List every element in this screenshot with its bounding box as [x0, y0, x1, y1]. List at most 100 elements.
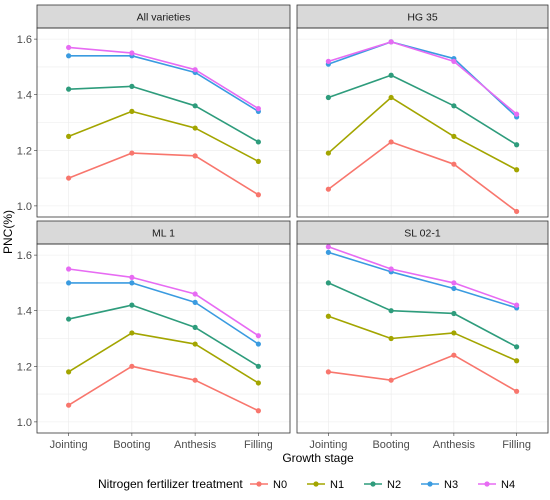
- data-point-n0: [325, 369, 331, 375]
- data-point-n0: [325, 186, 331, 192]
- data-point-n3: [192, 299, 198, 305]
- series-line-n1: [328, 315, 517, 362]
- data-point-n3: [129, 280, 135, 286]
- legend-key-point: [370, 481, 376, 487]
- data-point-n4: [451, 58, 457, 64]
- data-point-n3: [325, 249, 331, 255]
- legend-item-n2: N2: [364, 479, 401, 491]
- data-point-n3: [255, 341, 261, 347]
- data-point-n2: [388, 72, 394, 78]
- data-point-n0: [255, 192, 261, 198]
- legend-items: N0 N1 N2 N3 N4: [250, 479, 515, 491]
- data-point-n2: [514, 344, 520, 350]
- series-line-n2: [328, 74, 518, 146]
- data-point-n2: [192, 324, 198, 330]
- y-tick-label: 1.4: [17, 90, 32, 102]
- series-line-n1: [68, 110, 259, 163]
- panel-border: [296, 27, 549, 218]
- data-point-n2: [66, 316, 72, 322]
- y-axis-title: PNC(%): [1, 210, 15, 254]
- legend-label: N2: [387, 479, 401, 491]
- data-point-n2: [388, 308, 394, 314]
- data-point-n1: [129, 108, 135, 114]
- panel-title: SL 02-1: [404, 228, 441, 240]
- data-point-n1: [388, 335, 394, 342]
- data-point-n3: [66, 53, 72, 59]
- data-point-n0: [451, 352, 457, 358]
- panel-all-varieties: All varieties 1.0 1.2 1.4 1.6: [17, 4, 291, 218]
- series-line-n4: [68, 46, 259, 110]
- data-point-n4: [255, 106, 261, 112]
- data-point-n1: [255, 380, 261, 386]
- series-line-n4: [68, 268, 259, 337]
- data-point-n2: [255, 363, 261, 369]
- y-tick-label: 1.4: [17, 306, 32, 318]
- series-line-n2: [68, 85, 259, 143]
- data-point-n3: [66, 280, 72, 286]
- y-tick-label: 1.6: [17, 34, 32, 46]
- data-point-n4: [325, 58, 331, 64]
- y-tick-label: 1.2: [17, 361, 32, 373]
- data-point-n4: [192, 291, 198, 297]
- data-point-n2: [451, 310, 457, 317]
- y-tick-label: 1.0: [17, 201, 32, 213]
- data-point-n1: [255, 158, 261, 165]
- legend-key-point: [256, 481, 262, 487]
- panel-border: [296, 243, 549, 434]
- series-line-n3: [68, 54, 259, 113]
- panel-ml-1: ML 1 1.0 1.2 1.4 1.6 Jointing Booting Anthesis F…: [17, 220, 291, 451]
- y-tick-label: 1.6: [17, 250, 32, 262]
- data-point-n4: [388, 39, 394, 45]
- y-tick-label: 1.2: [17, 145, 32, 157]
- data-point-n1: [325, 150, 331, 156]
- data-point-n3: [451, 285, 457, 292]
- data-point-n2: [255, 139, 261, 145]
- x-tick-label: Jointing: [50, 439, 88, 451]
- data-point-n4: [514, 302, 520, 308]
- data-point-n0: [192, 153, 198, 159]
- data-point-n1: [66, 369, 72, 375]
- data-point-n1: [451, 330, 457, 336]
- y-tick-label: 1.0: [17, 417, 32, 429]
- legend-key-point: [427, 481, 433, 487]
- x-tick-label: Filling: [502, 439, 531, 451]
- data-point-n0: [451, 161, 457, 167]
- panel-border: [36, 27, 291, 218]
- data-point-n2: [325, 94, 331, 101]
- data-point-n4: [129, 50, 135, 56]
- legend-item-n1: N1: [307, 479, 344, 491]
- legend-key-point: [313, 481, 319, 487]
- data-point-n0: [129, 150, 135, 156]
- data-point-n4: [129, 274, 135, 280]
- data-point-n4: [66, 44, 72, 51]
- data-point-n4: [388, 266, 394, 272]
- legend-item-n0: N0: [250, 479, 287, 491]
- x-tick-label: Booting: [372, 439, 409, 451]
- data-point-n0: [66, 402, 72, 408]
- data-point-n1: [66, 133, 72, 139]
- data-point-n4: [514, 111, 520, 117]
- data-point-n2: [192, 103, 198, 109]
- data-point-n1: [388, 94, 394, 101]
- series-line-n4: [328, 41, 518, 115]
- legend-item-n3: N3: [421, 479, 458, 491]
- series-line-n0: [327, 141, 518, 213]
- panel-sl-02-1: SL 02-1 Jointing Booting Anthesis Filling: [296, 220, 549, 451]
- series-line-n3: [328, 251, 517, 309]
- series-line-n2: [68, 304, 259, 367]
- x-tick-label: Anthesis: [174, 439, 217, 451]
- data-point-n1: [451, 133, 457, 139]
- series-line-n0: [68, 365, 259, 412]
- legend-label: N3: [444, 479, 458, 491]
- series-line-n2: [328, 282, 518, 348]
- data-point-n2: [129, 302, 135, 308]
- panel-hg-35: HG 35: [296, 4, 549, 218]
- data-point-n0: [388, 139, 394, 145]
- data-point-n1: [192, 125, 198, 131]
- x-axis-title: Growth stage: [282, 451, 354, 465]
- series-line-n1: [68, 332, 259, 384]
- panel-title: ML 1: [152, 228, 175, 240]
- data-point-n1: [129, 330, 135, 336]
- data-point-n0: [129, 363, 135, 369]
- data-point-n0: [66, 175, 72, 181]
